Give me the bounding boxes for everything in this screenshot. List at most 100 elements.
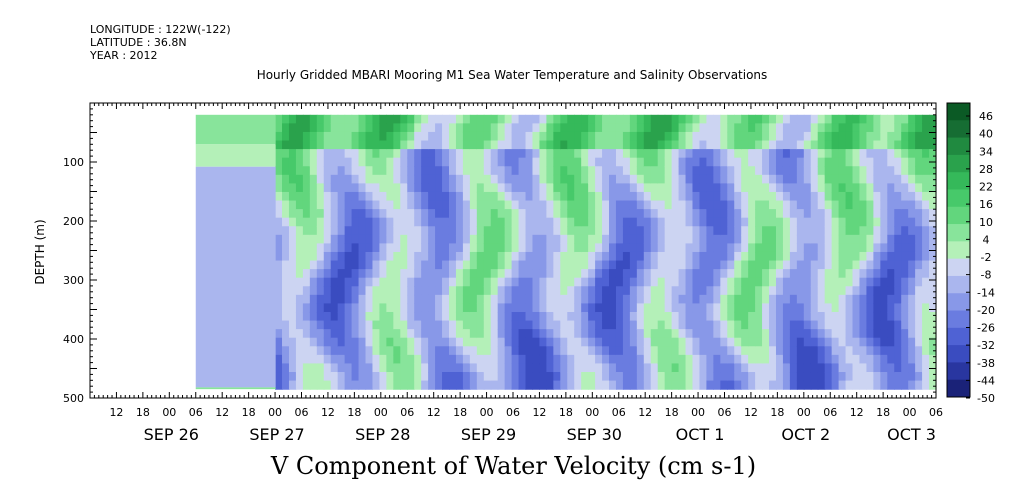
heatmap-cell [393,269,401,279]
heatmap-cell [664,251,673,262]
heatmap-cell [525,294,534,305]
heatmap-cell [469,303,478,313]
heatmap-cell [762,320,770,330]
heatmap-cell [567,226,575,236]
heatmap-cell [302,372,311,382]
heatmap-cell [866,234,874,245]
heatmap-cell [657,131,666,142]
heatmap-cell [275,286,283,296]
heatmap-cell [351,183,360,193]
heatmap-cell [657,354,666,365]
heatmap-cell [560,363,568,373]
heatmap-cell [323,174,332,184]
heatmap-cell [609,337,617,347]
heatmap-cell [511,200,520,210]
heatmap-cell [629,123,638,133]
heatmap-cell [838,131,847,142]
heatmap-cell [602,372,610,382]
heatmap-cell [685,174,694,184]
heatmap-cell [546,354,554,365]
heatmap-cell [588,329,596,339]
heatmap-cell [435,149,443,159]
heatmap-cell [476,277,485,287]
heatmap-cell [887,303,895,313]
heatmap-cell [316,346,325,356]
heatmap-cell [316,234,325,245]
heatmap-cell [741,286,749,296]
heatmap-cell [595,209,603,219]
heatmap-cell [692,269,701,279]
heatmap-cell [553,183,561,193]
heatmap-cell [692,329,701,339]
heatmap-cell [741,354,749,365]
heatmap-cell [609,251,617,262]
heatmap-cell [358,183,367,193]
heatmap-cell [692,191,701,202]
heatmap-cell [789,311,798,322]
heatmap-cell [567,123,575,133]
heatmap-cell [581,157,589,167]
heatmap-cell [609,149,617,159]
heatmap-cell [421,311,429,322]
heatmap-cell [490,131,499,142]
heatmap-cell [511,191,520,202]
heatmap-cell [748,354,756,365]
heatmap-cell [595,123,603,133]
heatmap-cell [386,149,394,159]
heatmap-cell [629,226,638,236]
heatmap-cell [337,380,346,390]
heatmap-cell [358,354,367,365]
heatmap-cell [685,269,694,279]
heatmap-cell [525,337,534,347]
heatmap-cell [692,372,701,382]
heatmap-cell [866,131,874,142]
heatmap-cell [455,380,464,390]
heatmap-cell [817,363,826,373]
heatmap-cell [330,286,339,296]
heatmap-cell [351,191,360,202]
heatmap-cell [588,166,596,176]
heatmap-cell [448,251,457,262]
heatmap-cell [567,303,575,313]
heatmap-cell [657,149,666,159]
heatmap-cell [845,140,854,150]
heatmap-cell [720,311,728,322]
heatmap-cell [379,123,387,133]
heatmap-cell [525,123,534,133]
heatmap-cell [462,149,471,159]
heatmap-cell [421,226,429,236]
heatmap-cell [727,234,735,245]
heatmap-cell [915,174,923,184]
heatmap-cell [922,277,930,287]
heatmap-cell [803,346,812,356]
heatmap-cell [518,217,527,227]
heatmap-cell [546,183,554,193]
heatmap-cell [782,157,791,167]
heatmap-cell [288,234,297,245]
heatmap-cell [810,226,819,236]
heatmap-cell [755,354,763,365]
heatmap-cell [490,251,499,262]
heatmap-cell [762,226,770,236]
heatmap-cell [789,209,798,219]
heatmap-cell [532,337,541,347]
heatmap-cell [636,243,645,253]
heatmap-cell [831,183,840,193]
heatmap-cell [546,234,554,245]
heatmap-cell [483,149,492,159]
colorbar-swatch [947,379,970,398]
heatmap-cell [685,149,694,159]
heatmap-cell [713,260,721,270]
heatmap-cell [734,234,742,245]
heatmap-cell [490,183,499,193]
heatmap-cell [775,251,784,262]
heatmap-cell [629,269,638,279]
heatmap-cell [775,234,784,245]
heatmap-cell [365,149,374,159]
heatmap-cell [922,149,930,159]
heatmap-cell [448,277,457,287]
heatmap-cell [546,337,554,347]
heatmap-cell [866,311,874,322]
heatmap-cell [859,251,868,262]
